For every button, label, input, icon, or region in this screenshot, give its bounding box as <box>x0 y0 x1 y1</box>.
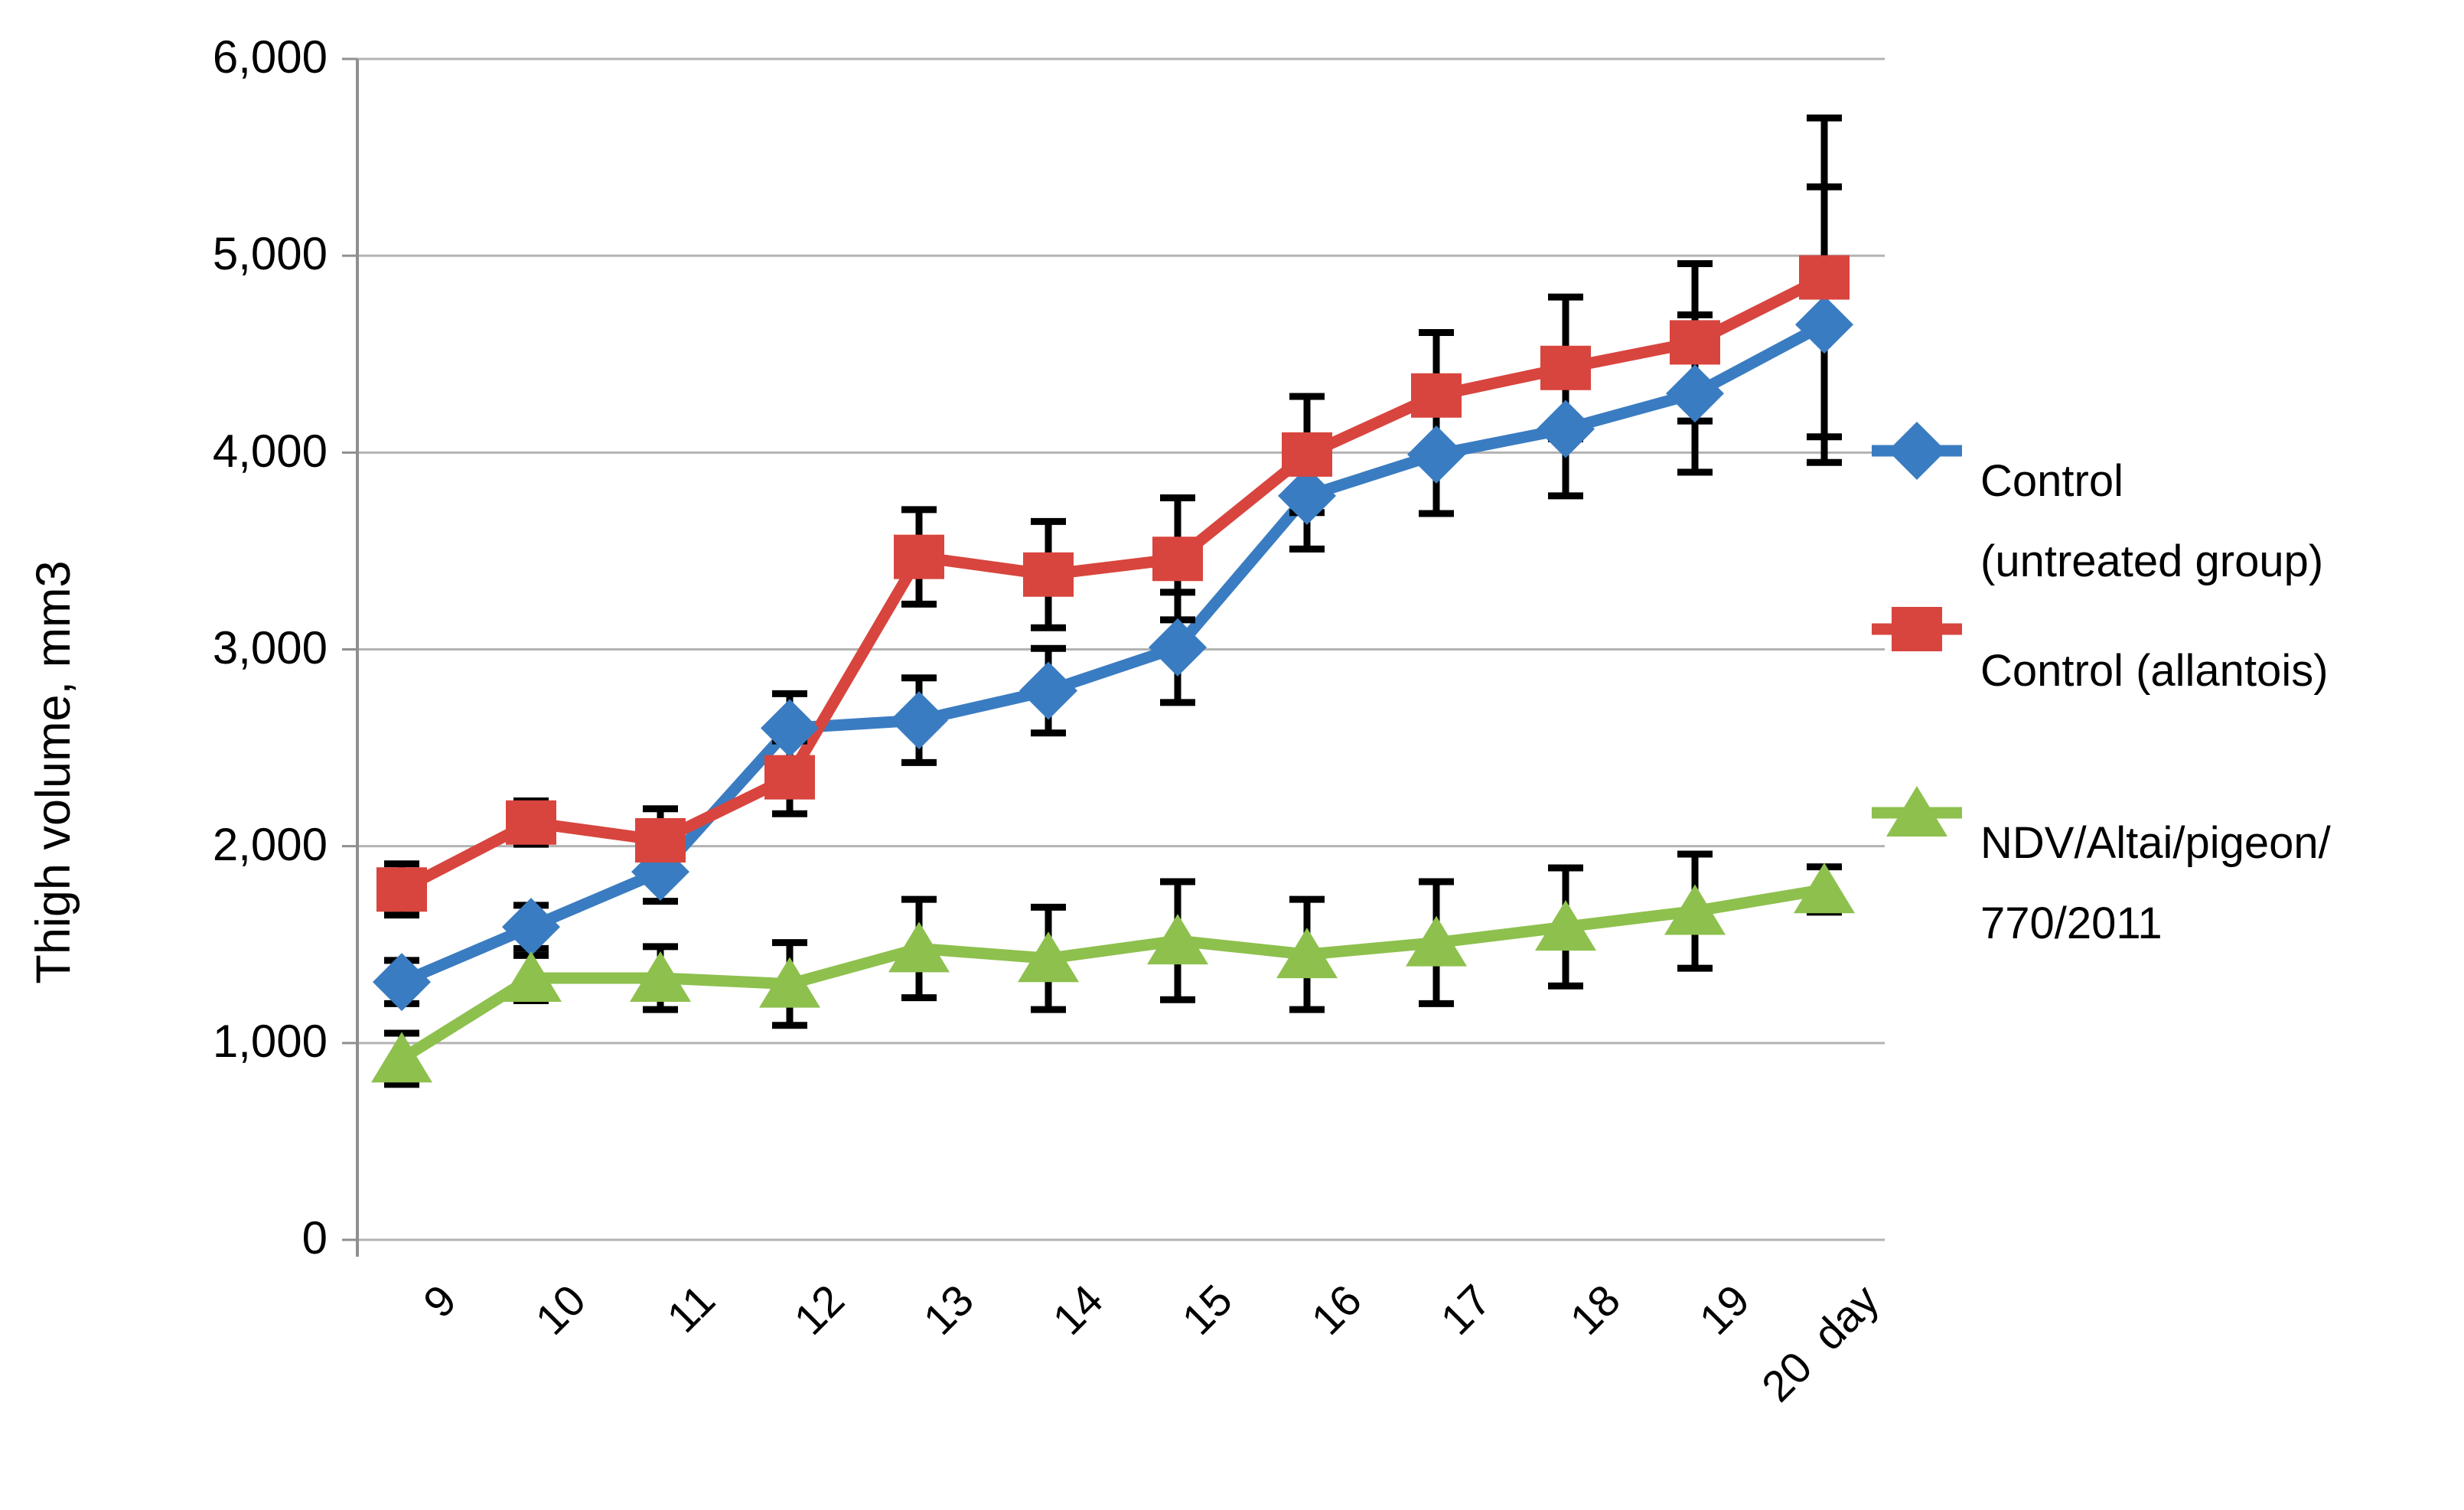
y-tick-label-3000: 3,000 <box>212 622 328 673</box>
y-axis-title: Thigh volume, mm3 <box>26 560 80 984</box>
legend-label-control-untreated-line1: Control <box>1980 456 2123 506</box>
legend-marker-s0 <box>1888 422 1946 480</box>
data-point-marker-s0-day12 <box>761 699 819 758</box>
legend-marker-s2 <box>1886 786 1947 837</box>
data-point-marker-s0-day18 <box>1537 400 1595 458</box>
legend-label-control-allantois: Control (allantois) <box>1980 646 2329 696</box>
data-point-marker-s0-day20 <box>1795 295 1853 354</box>
data-point-marker-s1-day11 <box>635 817 686 863</box>
data-point-marker-s1-day13 <box>894 534 944 579</box>
data-point-marker-s2-day12 <box>759 957 820 1008</box>
data-point-marker-s2-day20 <box>1794 863 1855 914</box>
data-point-marker-s1-day18 <box>1540 345 1591 390</box>
series-line-control-allantois <box>396 271 1830 895</box>
y-tick-label-6000: 6,000 <box>212 31 328 83</box>
data-point-marker-s2-day15 <box>1147 914 1208 965</box>
data-point-marker-s2-day19 <box>1664 884 1726 935</box>
data-point-marker-s2-day13 <box>888 921 950 973</box>
data-point-marker-s0-day9 <box>373 953 431 1012</box>
data-point-marker-s2-day9 <box>371 1032 432 1083</box>
data-point-marker-s1-day12 <box>764 755 815 800</box>
series-line-ndv-altai-pigeon <box>396 883 1830 1065</box>
legend-label-control-untreated-line2: (untreated group) <box>1980 536 2324 586</box>
y-tick-label-0: 0 <box>301 1212 328 1264</box>
y-tick-label-4000: 4,000 <box>212 426 328 477</box>
data-point-marker-s1-day17 <box>1411 373 1462 418</box>
series-line-control-untreated <box>396 318 1830 988</box>
legend-label-ndv-line1: NDV/Altai/pigeon/ <box>1980 818 2331 868</box>
data-point-marker-s0-day17 <box>1407 425 1465 484</box>
data-point-marker-s0-day14 <box>1019 661 1077 720</box>
data-point-marker-s0-day16 <box>1278 466 1336 525</box>
legend-label-ndv-line2: 770/2011 <box>1980 898 2163 948</box>
data-point-marker-s1-day9 <box>376 867 427 912</box>
data-point-marker-s0-day10 <box>502 898 560 957</box>
data-point-marker-s1-day19 <box>1670 320 1720 365</box>
y-tick-label-2000: 2,000 <box>212 819 328 870</box>
y-tick-label-5000: 5,000 <box>212 228 328 279</box>
data-point-marker-s0-day19 <box>1666 364 1724 423</box>
data-point-marker-s2-day11 <box>630 951 691 1002</box>
legend-marker-s1 <box>1892 607 1942 651</box>
data-point-marker-s1-day14 <box>1023 552 1074 597</box>
data-point-marker-s2-day14 <box>1018 931 1079 983</box>
data-point-marker-s2-day16 <box>1276 928 1338 979</box>
data-point-marker-s1-day16 <box>1282 432 1332 477</box>
data-point-marker-s1-day20 <box>1799 255 1850 300</box>
data-point-marker-s1-day10 <box>506 800 556 845</box>
data-point-marker-s0-day15 <box>1149 618 1207 677</box>
data-point-marker-s1-day15 <box>1152 536 1203 582</box>
y-tick-label-1000: 1,000 <box>212 1016 328 1067</box>
data-point-marker-s2-day10 <box>500 951 562 1002</box>
data-point-marker-s2-day17 <box>1406 915 1467 967</box>
data-point-marker-s0-day13 <box>890 691 948 750</box>
data-point-marker-s2-day18 <box>1535 900 1596 951</box>
